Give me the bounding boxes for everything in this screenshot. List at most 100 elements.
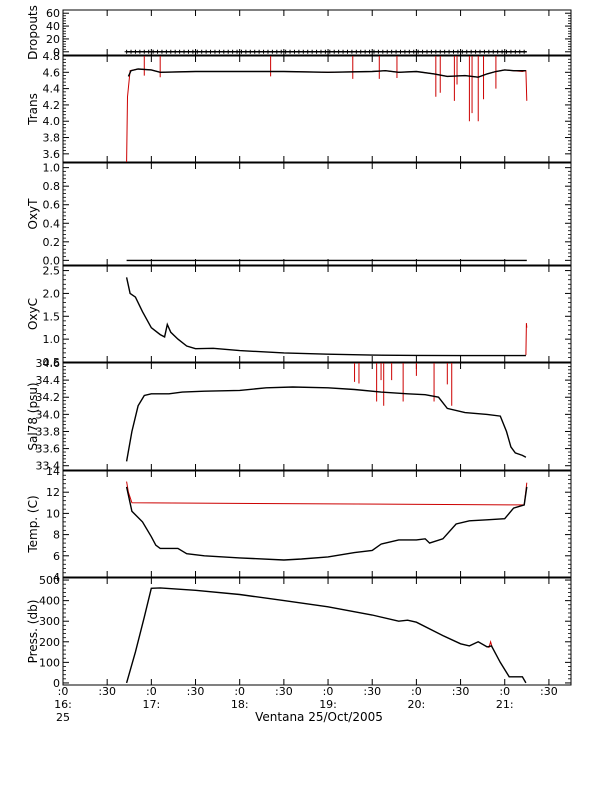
y-axis-label: Dropouts bbox=[26, 5, 40, 60]
x-tick-label: 21: bbox=[496, 698, 514, 711]
data-point bbox=[478, 49, 483, 54]
panel-oxyt: 0.0 0.2 0.4 0.6 0.8 1.0 OxyT bbox=[26, 162, 572, 267]
x-tick-label: :30 bbox=[363, 685, 381, 698]
x-tick-label: :30 bbox=[98, 685, 116, 698]
panel-frame bbox=[62, 362, 572, 471]
data-point bbox=[146, 49, 151, 54]
x-tick-label: :30 bbox=[187, 685, 205, 698]
y-tick-label: 300 bbox=[39, 615, 60, 628]
data-point bbox=[513, 49, 518, 54]
y-tick-label: 33.6 bbox=[36, 443, 61, 456]
data-point bbox=[283, 49, 288, 54]
data-point bbox=[380, 49, 385, 54]
series-line bbox=[525, 323, 528, 356]
data-point bbox=[221, 49, 226, 54]
data-point bbox=[402, 49, 407, 54]
y-tick-label: 0.8 bbox=[43, 180, 61, 193]
data-point bbox=[371, 49, 376, 54]
data-point bbox=[257, 49, 262, 54]
series-line bbox=[126, 481, 528, 506]
y-tick-label: 100 bbox=[39, 656, 60, 669]
x-tick-label: :30 bbox=[452, 685, 470, 698]
y-axis-label: Temp. (C) bbox=[26, 495, 40, 553]
data-point bbox=[235, 49, 240, 54]
x-tick-label: :0 bbox=[146, 685, 157, 698]
data-point bbox=[522, 49, 527, 54]
data-point bbox=[504, 49, 509, 54]
data-point bbox=[442, 49, 447, 54]
y-tick-label: 33.8 bbox=[36, 425, 61, 438]
data-point bbox=[367, 49, 372, 54]
x-axis-labels: :016:25:30:017::30:018::30:019::30:020::… bbox=[54, 685, 558, 724]
data-point bbox=[151, 49, 156, 54]
y-axis-label: Press. (db) bbox=[26, 600, 40, 664]
data-point bbox=[265, 49, 270, 54]
y-tick-label: 3.6 bbox=[43, 148, 61, 161]
panel-trans: 3.6 3.8 4.0 4.2 4.4 4.6 4.8 Trans bbox=[26, 50, 572, 163]
x-axis-label: Ventana 25/Oct/2005 bbox=[255, 710, 383, 724]
y-tick-label: 0.4 bbox=[43, 217, 61, 230]
data-point bbox=[159, 49, 164, 54]
data-point bbox=[195, 49, 200, 54]
y-tick-label: 20 bbox=[46, 33, 60, 46]
data-point bbox=[500, 49, 505, 54]
y-tick-label: 4 bbox=[53, 571, 60, 584]
panel-frame bbox=[62, 55, 572, 163]
data-point bbox=[345, 49, 350, 54]
panel-temp: 4 6 8 10 12 14 Temp. (C) bbox=[26, 465, 572, 584]
y-tick-label: 500 bbox=[39, 574, 60, 587]
data-point bbox=[261, 49, 266, 54]
data-point bbox=[204, 49, 209, 54]
data-point bbox=[168, 49, 173, 54]
data-point bbox=[455, 49, 460, 54]
y-tick-label: 0.2 bbox=[43, 236, 61, 249]
data-point bbox=[429, 49, 434, 54]
y-tick-label: 12 bbox=[46, 486, 60, 499]
x-tick-label: :0 bbox=[234, 685, 245, 698]
data-point bbox=[332, 49, 337, 54]
y-axis-label: Sal78 (psu) bbox=[26, 382, 40, 450]
data-point bbox=[164, 49, 169, 54]
data-point bbox=[243, 49, 248, 54]
y-tick-label: 8 bbox=[53, 529, 60, 542]
data-point bbox=[142, 49, 147, 54]
data-point bbox=[473, 49, 478, 54]
x-tick-label: :0 bbox=[323, 685, 334, 698]
x-tick-label: 17: bbox=[142, 698, 160, 711]
y-tick-label: 4.2 bbox=[43, 99, 61, 112]
data-point bbox=[292, 49, 297, 54]
x-tick-label: 16: bbox=[54, 698, 72, 711]
series-line bbox=[125, 386, 527, 462]
data-point bbox=[252, 49, 257, 54]
y-tick-label: 4.0 bbox=[43, 115, 61, 128]
y-tick-label: 34.4 bbox=[36, 374, 61, 387]
x-tick-label: :0 bbox=[411, 685, 422, 698]
x-tick-label: :0 bbox=[499, 685, 510, 698]
data-point bbox=[517, 49, 522, 54]
data-point bbox=[137, 49, 142, 54]
y-tick-label: 4.6 bbox=[43, 66, 61, 79]
data-point bbox=[186, 49, 191, 54]
data-point bbox=[323, 49, 328, 54]
data-point bbox=[288, 49, 293, 54]
data-point bbox=[177, 49, 182, 54]
x-tick-label: 18: bbox=[231, 698, 249, 711]
data-point bbox=[438, 49, 443, 54]
data-point bbox=[495, 49, 500, 54]
x-tick-label: :30 bbox=[540, 685, 558, 698]
panel-sal78: 33.4 33.6 33.8 34.0 34.2 34.4 34.6 Sal78 (psu) bbox=[26, 357, 572, 473]
data-point bbox=[341, 49, 346, 54]
panel-frame bbox=[62, 577, 572, 686]
y-tick-label: 34.6 bbox=[36, 357, 61, 370]
panel-frame bbox=[62, 265, 572, 363]
data-point bbox=[129, 49, 134, 54]
data-point bbox=[230, 49, 235, 54]
series-line bbox=[126, 68, 528, 162]
y-axis-label: Trans bbox=[26, 93, 40, 126]
x-tick-label: :30 bbox=[275, 685, 293, 698]
data-point bbox=[327, 49, 332, 54]
x-tick-label: 19: bbox=[319, 698, 337, 711]
y-tick-label: 0.0 bbox=[43, 254, 61, 267]
panel-press: 0 100 200 300 400 500 Press. (db) bbox=[26, 574, 572, 690]
